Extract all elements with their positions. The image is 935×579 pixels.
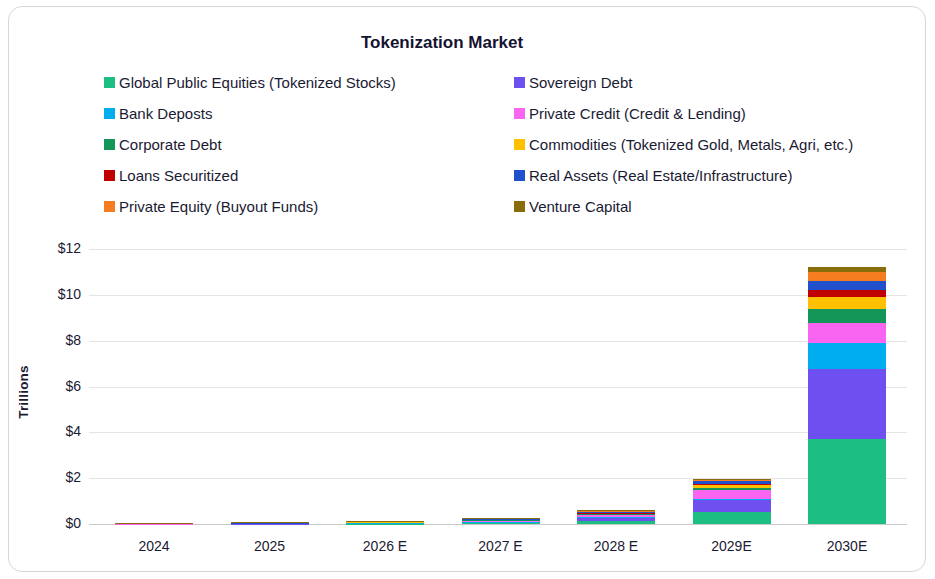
- y-tick-label: $2: [29, 469, 81, 485]
- legend-label: Real Assets (Real Estate/Infrastructure): [529, 167, 792, 184]
- legend-label: Loans Securitized: [119, 167, 238, 184]
- legend-column-right: Sovereign Debt Private Credit (Credit & L…: [514, 67, 853, 222]
- x-tick-label: 2028 E: [568, 538, 664, 554]
- bar-segment: [577, 514, 655, 517]
- legend-label: Sovereign Debt: [529, 74, 632, 91]
- legend-item: Private Equity (Buyout Funds): [104, 191, 396, 222]
- bar-segment: [577, 521, 655, 524]
- legend-item: Venture Capital: [514, 191, 853, 222]
- gridline: [89, 295, 907, 296]
- legend-column-left: Global Public Equities (Tokenized Stocks…: [104, 67, 396, 222]
- bar-segment: [808, 309, 886, 324]
- chart-title: Tokenization Market: [361, 33, 523, 53]
- legend-item: Bank Deposts: [104, 98, 396, 129]
- x-tick-label: 2024: [106, 538, 202, 554]
- bar-segment: [462, 520, 540, 522]
- legend-swatch-icon: [514, 201, 525, 212]
- bar-segment: [693, 488, 771, 490]
- gridline: [89, 249, 907, 250]
- bar-segment: [346, 522, 424, 523]
- gridline: [89, 432, 907, 433]
- gridline: [89, 341, 907, 342]
- bar-segment: [808, 290, 886, 297]
- legend-label: Venture Capital: [529, 198, 632, 215]
- bar-segment: [808, 439, 886, 524]
- y-tick-label: $8: [29, 332, 81, 348]
- bar-segment: [808, 369, 886, 439]
- bar-segment: [693, 484, 771, 485]
- y-tick-label: $10: [29, 286, 81, 302]
- chart-page: Tokenization Market Global Public Equiti…: [0, 0, 935, 579]
- bar-segment: [808, 272, 886, 281]
- legend-label: Private Equity (Buyout Funds): [119, 198, 318, 215]
- legend-swatch-icon: [514, 139, 525, 150]
- bar-segment: [693, 480, 771, 484]
- bar-segment: [808, 297, 886, 308]
- legend-swatch-icon: [104, 201, 115, 212]
- gridline: [89, 387, 907, 388]
- bar-segment: [577, 511, 655, 512]
- x-tick-label: 2026 E: [337, 538, 433, 554]
- bar-segment: [577, 512, 655, 513]
- x-tick-label: 2027 E: [453, 538, 549, 554]
- legend-item: Corporate Debt: [104, 129, 396, 160]
- legend-item: Global Public Equities (Tokenized Stocks…: [104, 67, 396, 98]
- bar-segment: [693, 479, 771, 480]
- legend-item: Loans Securitized: [104, 160, 396, 191]
- bar-segment: [693, 500, 771, 512]
- x-tick-label: 2029E: [684, 538, 780, 554]
- bar-segment: [693, 490, 771, 500]
- y-tick-label: $0: [29, 515, 81, 531]
- gridline: [89, 478, 907, 479]
- legend-label: Commodities (Tokenized Gold, Metals, Agr…: [529, 136, 853, 153]
- bar-segment: [462, 523, 540, 524]
- x-tick-label: 2025: [222, 538, 318, 554]
- bar-segment: [693, 480, 771, 481]
- bar-segment: [577, 510, 655, 511]
- legend-swatch-icon: [514, 108, 525, 119]
- bar-segment: [693, 499, 771, 500]
- bar-segment: [693, 485, 771, 488]
- bar-segment: [808, 281, 886, 290]
- legend-label: Global Public Equities (Tokenized Stocks…: [119, 74, 396, 91]
- y-tick-label: $4: [29, 423, 81, 439]
- bar-segment: [693, 512, 771, 524]
- y-tick-label: $6: [29, 378, 81, 394]
- legend-swatch-icon: [104, 139, 115, 150]
- x-tick-label: 2030E: [799, 538, 895, 554]
- bar-segment: [808, 267, 886, 273]
- legend-item: Real Assets (Real Estate/Infrastructure): [514, 160, 853, 191]
- legend-item: Commodities (Tokenized Gold, Metals, Agr…: [514, 129, 853, 160]
- chart-card: Tokenization Market Global Public Equiti…: [8, 6, 926, 572]
- bar-segment: [808, 343, 886, 369]
- legend-label: Corporate Debt: [119, 136, 222, 153]
- legend-swatch-icon: [514, 77, 525, 88]
- legend-swatch-icon: [104, 170, 115, 181]
- legend-label: Private Credit (Credit & Lending): [529, 105, 746, 122]
- legend-swatch-icon: [514, 170, 525, 181]
- bar-segment: [462, 522, 540, 523]
- legend-swatch-icon: [104, 77, 115, 88]
- legend-label: Bank Deposts: [119, 105, 212, 122]
- gridline: [89, 524, 907, 525]
- bar-segment: [577, 513, 655, 514]
- bar-segment: [577, 517, 655, 520]
- legend-item: Sovereign Debt: [514, 67, 853, 98]
- legend-item: Private Credit (Credit & Lending): [514, 98, 853, 129]
- y-tick-label: $12: [29, 240, 81, 256]
- bar-segment: [808, 323, 886, 342]
- bar-segment: [346, 523, 424, 524]
- legend-swatch-icon: [104, 108, 115, 119]
